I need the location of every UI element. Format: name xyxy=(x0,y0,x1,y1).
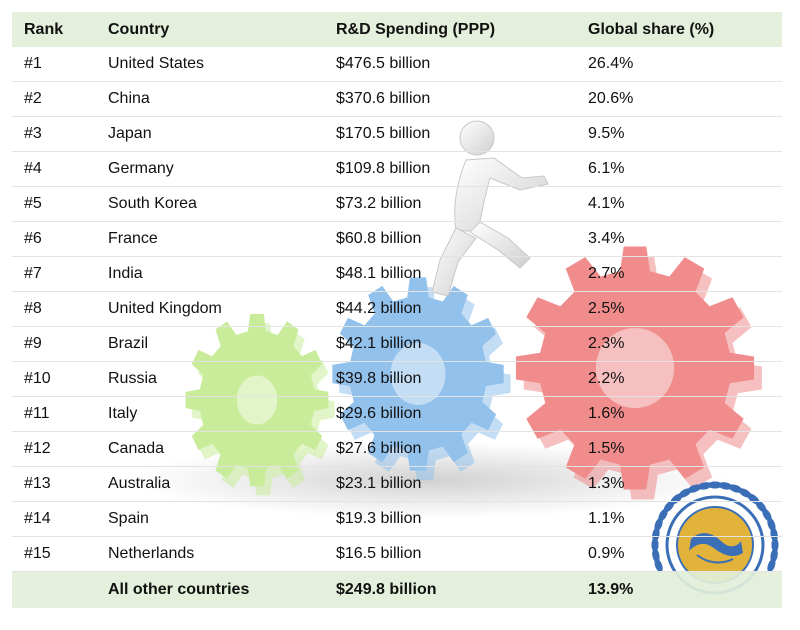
share-cell: 1.3% xyxy=(576,466,782,502)
spending-cell: $39.8 billion xyxy=(324,361,576,397)
spending-cell: $42.1 billion xyxy=(324,326,576,362)
share-cell: 1.6% xyxy=(576,396,782,432)
share-cell: 20.6% xyxy=(576,81,782,117)
table-row: #4 Germany $109.8 billion 6.1% xyxy=(12,151,782,187)
column-header-share: Global share (%) xyxy=(576,12,782,47)
spending-cell: $73.2 billion xyxy=(324,186,576,222)
spending-cell: $476.5 billion xyxy=(324,47,576,82)
country-cell: South Korea xyxy=(96,186,324,222)
rank-cell: #14 xyxy=(12,501,96,537)
footer-share-cell: 13.9% xyxy=(576,571,782,608)
rd-spending-table: Rank Country R&D Spending (PPP) Global s… xyxy=(12,12,782,608)
table-row: #8 United Kingdom $44.2 billion 2.5% xyxy=(12,291,782,327)
share-cell: 2.3% xyxy=(576,326,782,362)
share-cell: 1.5% xyxy=(576,431,782,467)
column-header-rank: Rank xyxy=(12,12,96,47)
country-cell: Brazil xyxy=(96,326,324,362)
country-cell: Australia xyxy=(96,466,324,502)
rank-cell: #3 xyxy=(12,116,96,152)
country-cell: United States xyxy=(96,47,324,82)
country-cell: Japan xyxy=(96,116,324,152)
share-cell: 3.4% xyxy=(576,221,782,257)
table-row: #11 Italy $29.6 billion 1.6% xyxy=(12,396,782,432)
table-row: #1 United States $476.5 billion 26.4% xyxy=(12,47,782,82)
country-cell: Germany xyxy=(96,151,324,187)
country-cell: China xyxy=(96,81,324,117)
table-row: #12 Canada $27.6 billion 1.5% xyxy=(12,431,782,467)
rank-cell: #8 xyxy=(12,291,96,327)
spending-cell: $29.6 billion xyxy=(324,396,576,432)
table-row: #5 South Korea $73.2 billion 4.1% xyxy=(12,186,782,222)
country-cell: France xyxy=(96,221,324,257)
spending-cell: $16.5 billion xyxy=(324,536,576,572)
country-cell: India xyxy=(96,256,324,292)
country-cell: Canada xyxy=(96,431,324,467)
table-row: #6 France $60.8 billion 3.4% xyxy=(12,221,782,257)
spending-cell: $109.8 billion xyxy=(324,151,576,187)
table-row: #15 Netherlands $16.5 billion 0.9% xyxy=(12,536,782,572)
rank-cell: #7 xyxy=(12,256,96,292)
share-cell: 6.1% xyxy=(576,151,782,187)
share-cell: 9.5% xyxy=(576,116,782,152)
rank-cell: #9 xyxy=(12,326,96,362)
table-row: #3 Japan $170.5 billion 9.5% xyxy=(12,116,782,152)
footer-rank-cell xyxy=(12,571,96,608)
table-row: #7 India $48.1 billion 2.7% xyxy=(12,256,782,292)
share-cell: 2.2% xyxy=(576,361,782,397)
spending-cell: $48.1 billion xyxy=(324,256,576,292)
footer-spending-cell: $249.8 billion xyxy=(324,571,576,608)
footer-country-cell: All other countries xyxy=(96,571,324,608)
table-row: #9 Brazil $42.1 billion 2.3% xyxy=(12,326,782,362)
country-cell: Netherlands xyxy=(96,536,324,572)
spending-cell: $44.2 billion xyxy=(324,291,576,327)
column-header-spending: R&D Spending (PPP) xyxy=(324,12,576,47)
share-cell: 1.1% xyxy=(576,501,782,537)
share-cell: 4.1% xyxy=(576,186,782,222)
table-row: #2 China $370.6 billion 20.6% xyxy=(12,81,782,117)
country-cell: Spain xyxy=(96,501,324,537)
rank-cell: #12 xyxy=(12,431,96,467)
spending-cell: $27.6 billion xyxy=(324,431,576,467)
share-cell: 0.9% xyxy=(576,536,782,572)
column-header-country: Country xyxy=(96,12,324,47)
spending-cell: $60.8 billion xyxy=(324,221,576,257)
rank-cell: #15 xyxy=(12,536,96,572)
table-row: #13 Australia $23.1 billion 1.3% xyxy=(12,466,782,502)
table-footer-row: All other countries $249.8 billion 13.9% xyxy=(12,571,782,608)
share-cell: 2.5% xyxy=(576,291,782,327)
rank-cell: #4 xyxy=(12,151,96,187)
country-cell: Russia xyxy=(96,361,324,397)
share-cell: 2.7% xyxy=(576,256,782,292)
rank-cell: #13 xyxy=(12,466,96,502)
rank-cell: #11 xyxy=(12,396,96,432)
country-cell: Italy xyxy=(96,396,324,432)
spending-cell: $23.1 billion xyxy=(324,466,576,502)
rank-cell: #5 xyxy=(12,186,96,222)
table-row: #10 Russia $39.8 billion 2.2% xyxy=(12,361,782,397)
table-row: #14 Spain $19.3 billion 1.1% xyxy=(12,501,782,537)
share-cell: 26.4% xyxy=(576,47,782,82)
rank-cell: #10 xyxy=(12,361,96,397)
spending-cell: $170.5 billion xyxy=(324,116,576,152)
rank-cell: #1 xyxy=(12,47,96,82)
rank-cell: #2 xyxy=(12,81,96,117)
spending-cell: $19.3 billion xyxy=(324,501,576,537)
table-header-row: Rank Country R&D Spending (PPP) Global s… xyxy=(12,12,782,47)
rank-cell: #6 xyxy=(12,221,96,257)
country-cell: United Kingdom xyxy=(96,291,324,327)
spending-cell: $370.6 billion xyxy=(324,81,576,117)
